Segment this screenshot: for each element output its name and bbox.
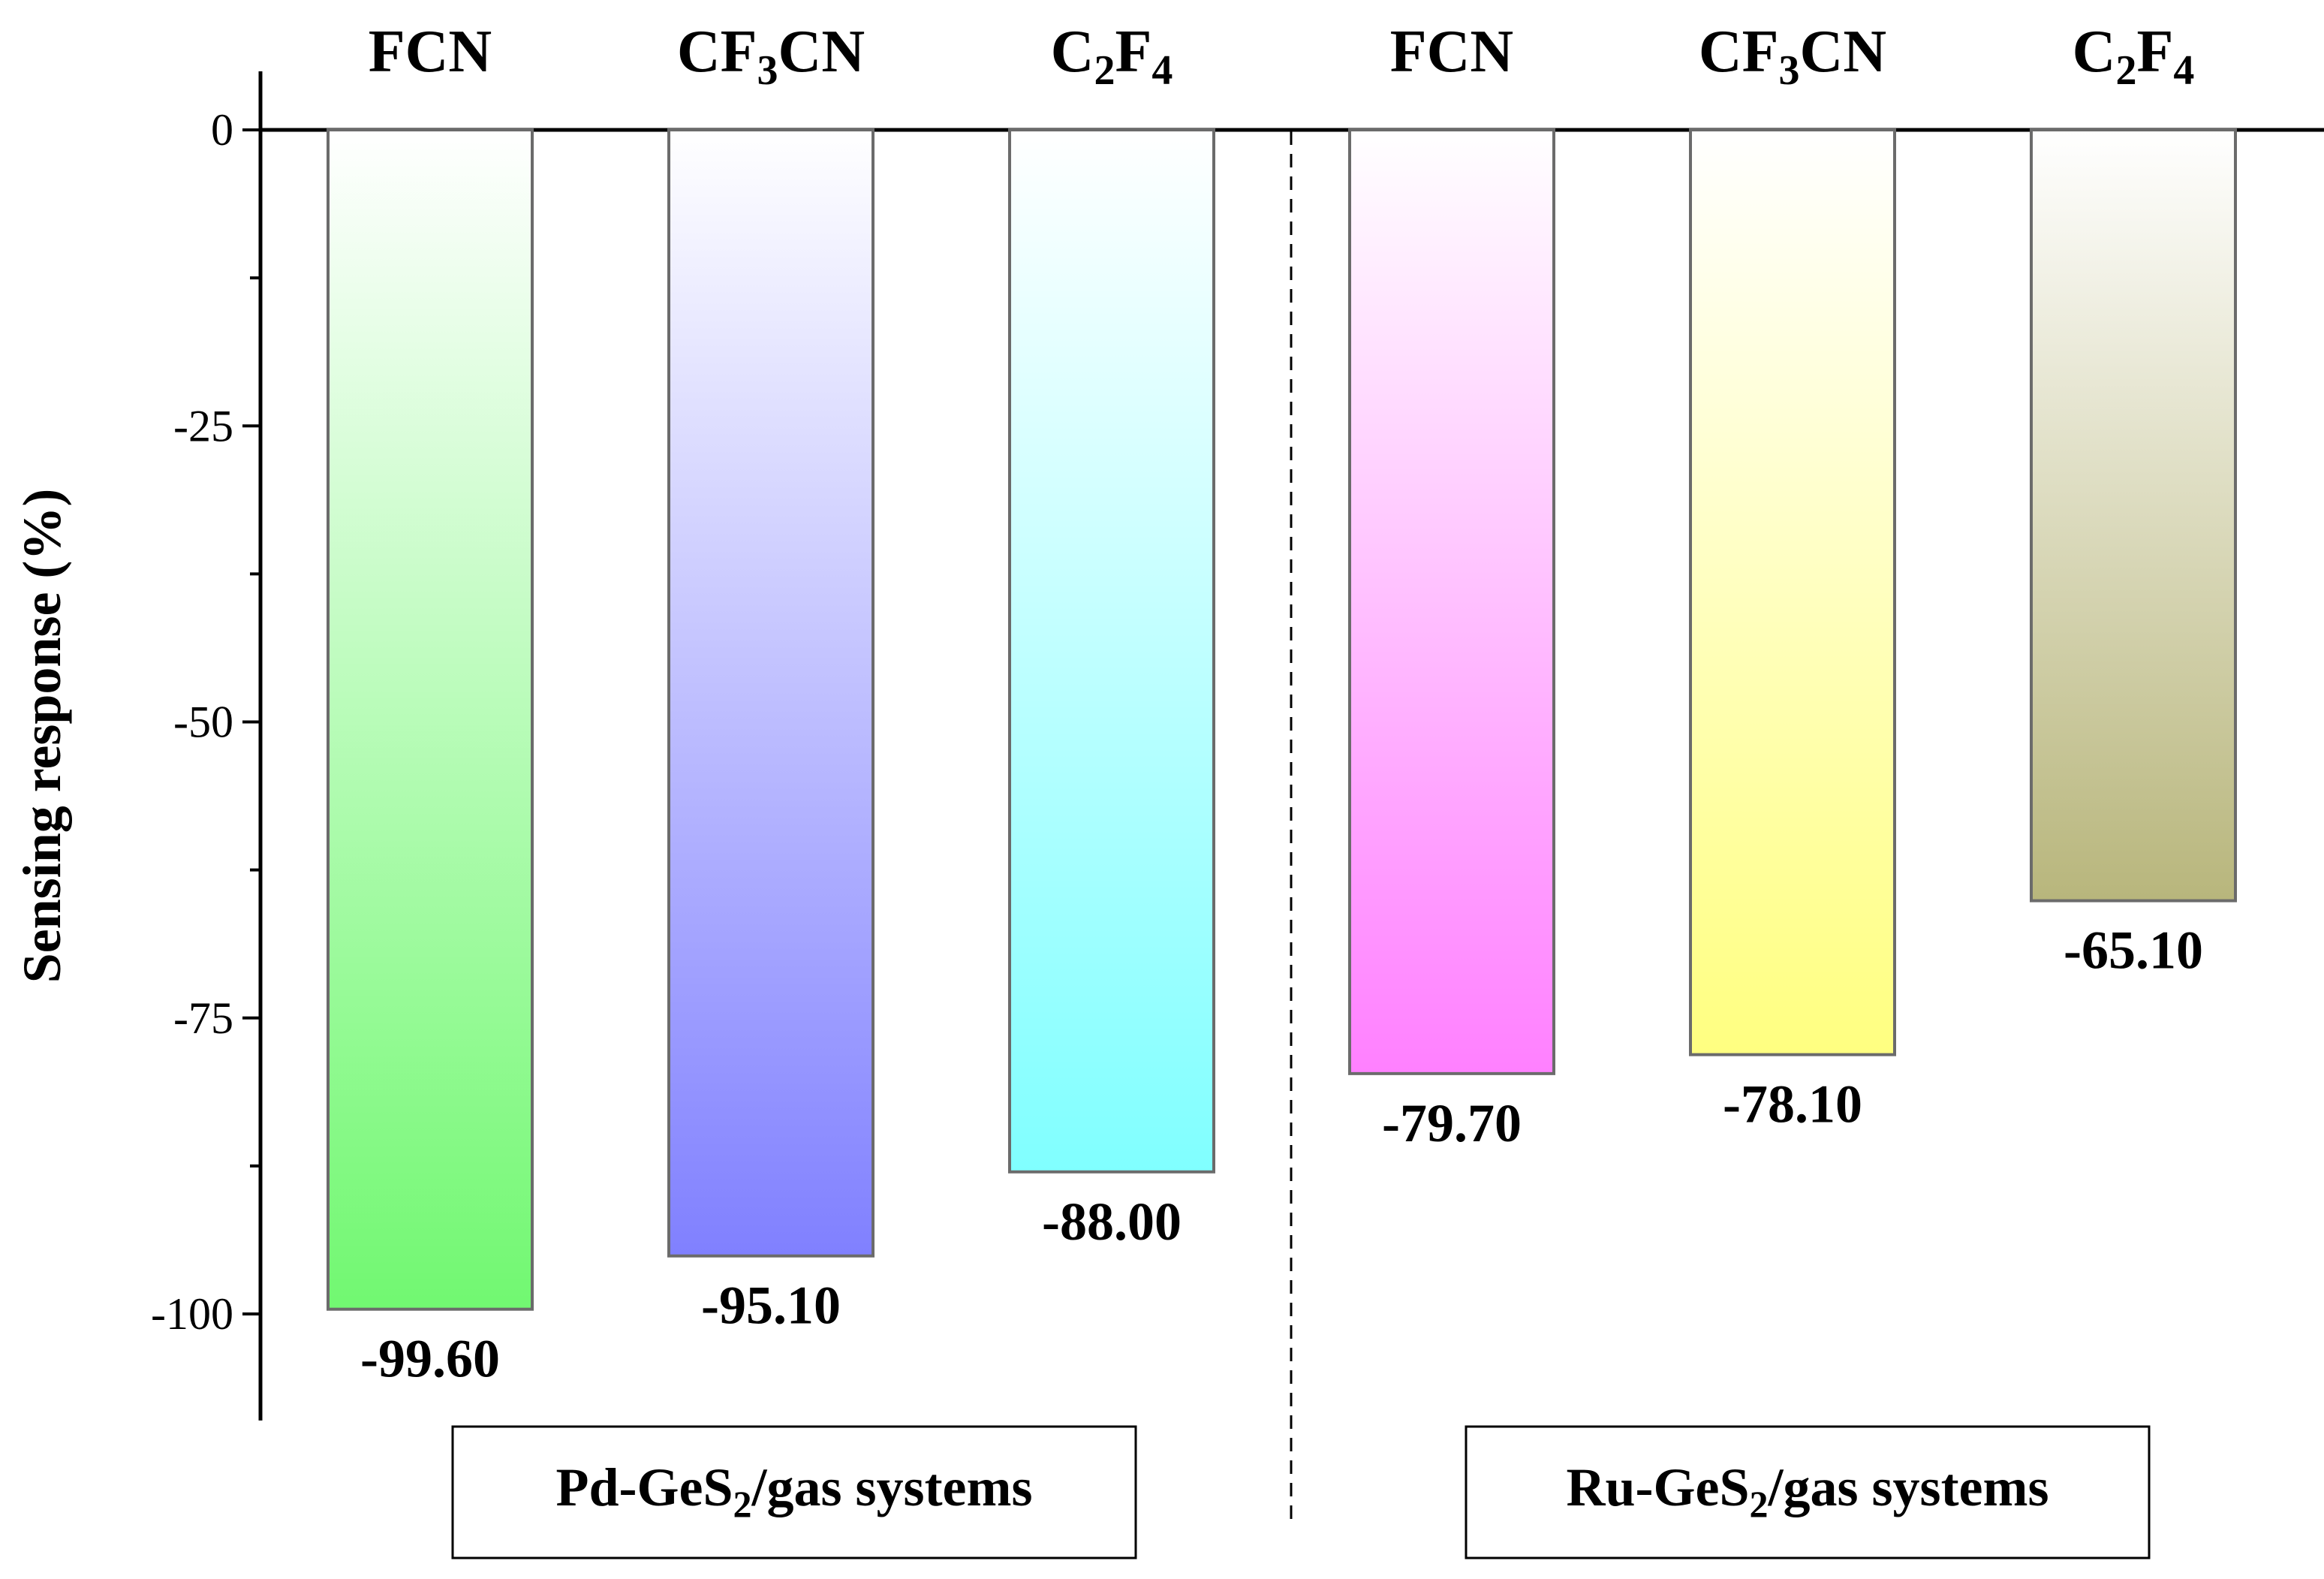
value-label: -79.70 (1382, 1093, 1522, 1153)
group-label-box (451, 1425, 1137, 1559)
bar-3 (1348, 128, 1555, 1075)
bar-5 (2030, 128, 2237, 903)
y-axis-label: Sensing response (%) (12, 489, 72, 984)
value-label: -78.10 (1723, 1074, 1862, 1135)
bar-1 (667, 128, 875, 1258)
y-tick-label: -25 (173, 401, 233, 450)
category-label: CF3CN (677, 19, 865, 94)
category-label: CF3CN (1699, 19, 1886, 94)
category-label: FCN (369, 19, 492, 85)
y-tick-label: -100 (151, 1289, 233, 1339)
bar-0 (327, 128, 534, 1311)
group-label-box (1465, 1425, 2151, 1559)
y-tick-label: -75 (173, 993, 233, 1043)
bar-2 (1008, 128, 1215, 1174)
group-label: Ru-GeS2/gas systems (1566, 1457, 2049, 1525)
category-label: FCN (1390, 19, 1513, 85)
value-label: -95.10 (701, 1276, 841, 1336)
bars (327, 128, 2237, 1311)
value-label: -65.10 (2064, 921, 2203, 981)
bar-4 (1689, 128, 1896, 1056)
value-label: -88.00 (1042, 1192, 1182, 1252)
y-tick-label: -50 (173, 698, 233, 747)
axes: 0 -25 -50 -75 -100 (151, 71, 2324, 1520)
group-label: Pd-GeS2/gas systems (555, 1457, 1032, 1525)
y-tick-label: 0 (211, 105, 233, 155)
value-label: -99.60 (360, 1329, 500, 1389)
category-label: C2F4 (1051, 19, 1173, 94)
labels: -99.60 FCN -95.10 CF3CN -88.00 C2F4 -79.70 FCN -… (360, 19, 2203, 1559)
category-label: C2F4 (2073, 19, 2195, 94)
